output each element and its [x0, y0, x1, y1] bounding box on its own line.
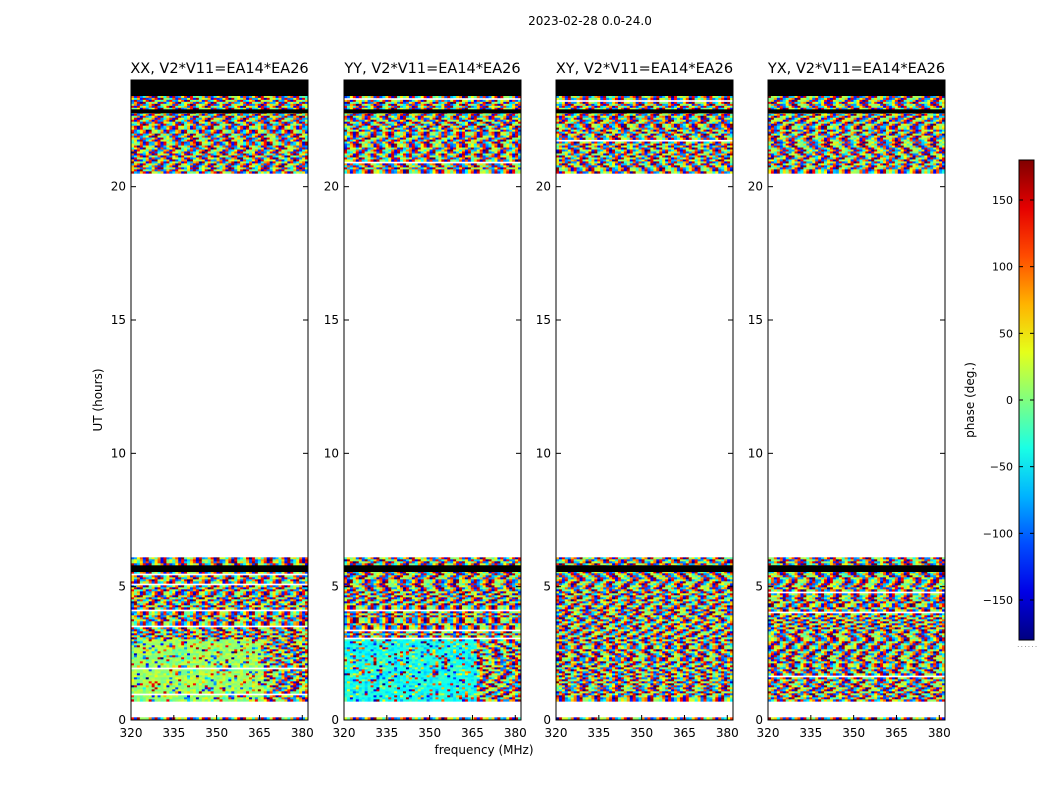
colorbar: −150 −100 −50 0 50 100 150: [983, 159, 1035, 641]
panel: YY, V2*V11=EA14*EA26 320 335 350 365 380 0 5 10 1…: [324, 61, 527, 740]
panel-title: YY, V2*V11=EA14*EA26: [343, 61, 520, 77]
y-tick-label: 0: [755, 713, 763, 727]
panel-title: YX, V2*V11=EA14*EA26: [767, 61, 945, 77]
colorbar-tick-label: 0: [1006, 394, 1013, 407]
flagged-band: [768, 80, 945, 96]
colorbar-tick-label: −100: [983, 527, 1013, 540]
x-tick-label: 380: [928, 726, 951, 740]
y-tick-label: 15: [324, 313, 339, 327]
colorbar-tick-label: −150: [983, 594, 1013, 607]
flagged-band: [131, 80, 308, 96]
colorbar-tick-label: 150: [992, 194, 1013, 207]
panel-frame: [767, 79, 946, 721]
panel: YX, V2*V11=EA14*EA26 320 335 350 365 380 0 5 10 1…: [748, 61, 951, 740]
flagged-band: [131, 109, 308, 114]
flagged-band: [344, 565, 521, 572]
y-tick-label: 0: [118, 713, 126, 727]
x-tick-label: 365: [461, 726, 484, 740]
panels: XX, V2*V11=EA14*EA26 320 335 350 365 380 0 5 10 1…: [111, 61, 951, 740]
x-tick-label: 320: [545, 726, 568, 740]
y-tick-label: 10: [324, 446, 339, 460]
flagged-band: [768, 109, 945, 114]
flagged-band: [768, 565, 945, 572]
x-tick-label: 320: [757, 726, 780, 740]
x-tick-label: 320: [120, 726, 143, 740]
x-tick-label: 380: [716, 726, 739, 740]
y-tick-label: 15: [536, 313, 551, 327]
y-tick-label: 5: [755, 580, 763, 594]
flagged-band: [131, 565, 308, 572]
phase-image: [344, 80, 521, 720]
y-tick-label: 0: [543, 713, 551, 727]
x-tick-label: 350: [842, 726, 865, 740]
panel-frame: [130, 79, 309, 721]
panel: XX, V2*V11=EA14*EA26 320 335 350 365 380 0 5 10 1…: [111, 61, 314, 740]
colorbar-tick-label: 100: [992, 261, 1013, 274]
x-tick-label: 350: [418, 726, 441, 740]
flagged-band: [344, 80, 521, 96]
x-tick-label: 335: [162, 726, 185, 740]
y-tick-label: 5: [331, 580, 339, 594]
y-tick-label: 10: [111, 446, 126, 460]
flagged-band: [556, 565, 733, 572]
flagged-band: [556, 109, 733, 114]
y-tick-label: 20: [748, 180, 763, 194]
y-tick-label: 15: [111, 313, 126, 327]
y-tick-label: 20: [324, 180, 339, 194]
panel-frame: [555, 79, 734, 721]
phase-image: [768, 80, 945, 720]
x-axis-label: frequency (MHz): [384, 743, 584, 757]
flagged-band: [556, 80, 733, 96]
flagged-band: [344, 109, 521, 114]
y-tick-label: 10: [748, 446, 763, 460]
panel: XY, V2*V11=EA14*EA26 320 335 350 365 380 0 5 10 1…: [536, 61, 739, 740]
y-tick-label: 5: [543, 580, 551, 594]
y-tick-label: 0: [331, 713, 339, 727]
phase-image: [131, 80, 308, 720]
y-tick-label: 20: [536, 180, 551, 194]
y-axis-label: UT (hours): [91, 368, 105, 431]
x-tick-label: 320: [333, 726, 356, 740]
y-tick-label: 10: [536, 446, 551, 460]
colorbar-tick-label: −50: [990, 461, 1013, 474]
y-tick-label: 5: [118, 580, 126, 594]
colorbar-label: phase (deg.): [963, 362, 977, 438]
x-tick-label: 365: [885, 726, 908, 740]
x-tick-label: 365: [248, 726, 271, 740]
phase-image: [556, 80, 733, 720]
x-tick-label: 335: [375, 726, 398, 740]
x-tick-label: 335: [587, 726, 610, 740]
y-tick-label: 20: [111, 180, 126, 194]
colorbar-footer-dots: ......: [1017, 640, 1038, 649]
x-tick-label: 335: [799, 726, 822, 740]
colorbar-tick-label: 50: [999, 327, 1013, 340]
panel-frame: [343, 79, 522, 721]
panel-title: XX, V2*V11=EA14*EA26: [130, 61, 308, 77]
x-tick-label: 380: [504, 726, 527, 740]
x-tick-label: 380: [291, 726, 314, 740]
x-tick-label: 350: [205, 726, 228, 740]
x-tick-label: 365: [673, 726, 696, 740]
x-tick-label: 350: [630, 726, 653, 740]
chart-title: 2023-02-28 0.0-24.0: [490, 14, 690, 28]
y-tick-label: 15: [748, 313, 763, 327]
panel-title: XY, V2*V11=EA14*EA26: [556, 61, 733, 77]
